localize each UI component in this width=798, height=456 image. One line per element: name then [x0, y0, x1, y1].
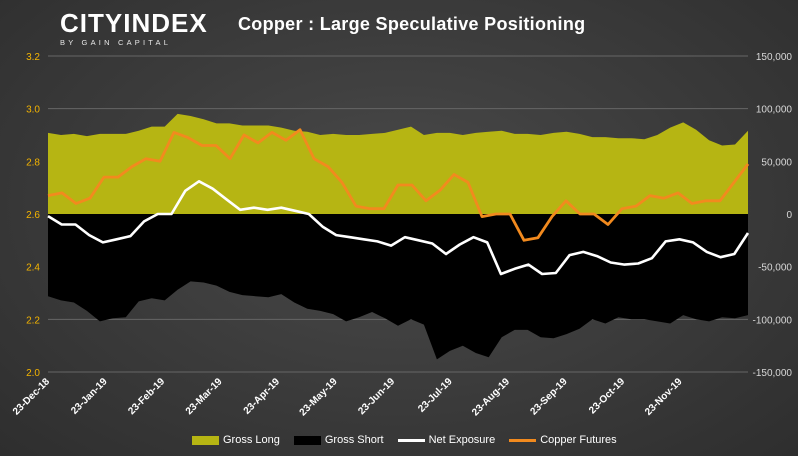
x-tick-label: 23-Apr-19	[242, 376, 283, 417]
net-exposure-line	[47, 180, 750, 276]
chart-title: Copper : Large Speculative Positioning	[238, 14, 586, 34]
x-tick-label: 23-Dec-18	[11, 376, 52, 417]
y-right-tick-label: -50,000	[758, 263, 792, 274]
x-tick-label: 23-May-19	[298, 376, 340, 418]
y-left-tick-label: 3.0	[26, 105, 40, 116]
y-left-tick-label: 3.2	[26, 52, 40, 63]
legend-item-gross-long: Gross Long	[192, 434, 280, 446]
copper-futures-line	[47, 128, 750, 242]
legend-item-copper-futures: Copper Futures	[509, 434, 617, 446]
logo-wordmark: CITYINDEX	[60, 10, 208, 36]
y-left-tick-label: 2.0	[26, 368, 40, 379]
copper-futures-swatch	[509, 438, 537, 442]
y-left-tick-label: 2.6	[26, 210, 40, 221]
y-left-tick-label: 2.2	[26, 315, 40, 326]
x-tick-label: 23-Aug-19	[470, 376, 512, 418]
legend-label: Copper Futures	[540, 434, 617, 446]
y-left-tick-label: 2.4	[26, 263, 40, 274]
logo-city: CITY	[60, 8, 124, 38]
net-exposure-swatch	[397, 438, 425, 442]
x-tick-label: 23-Jun-19	[356, 376, 397, 417]
legend-label: Net Exposure	[428, 434, 496, 446]
y-right-tick-label: 0	[786, 210, 792, 221]
y-right-tick-label: -100,000	[753, 315, 793, 326]
legend-item-net-exposure: Net Exposure	[397, 434, 496, 446]
legend-label: Gross Short	[324, 434, 384, 446]
legend-item-gross-short: Gross Short	[293, 434, 384, 446]
x-tick-label: 23-Oct-19	[587, 376, 627, 416]
x-tick-label: 23-Mar-19	[184, 376, 225, 417]
gross-long-swatch	[192, 435, 219, 445]
gross-long-area	[48, 113, 748, 214]
y-right-tick-label: 50,000	[761, 157, 792, 168]
logo-index: INDEX	[123, 8, 208, 38]
y-right-tick-label: 100,000	[756, 105, 793, 116]
x-tick-label: 23-Nov-19	[643, 376, 685, 418]
gross-short-swatch	[293, 435, 321, 445]
x-tick-label: 23-Jul-19	[416, 376, 455, 415]
y-left-tick-label: 2.8	[26, 157, 40, 168]
legend: Gross Long Gross Short Net Exposure Copp…	[192, 433, 631, 447]
x-tick-label: 23-Jan-19	[69, 376, 110, 417]
y-right-tick-label: -150,000	[753, 368, 793, 379]
y-right-tick-label: 150,000	[756, 52, 793, 63]
x-tick-label: 23-Sep-19	[528, 376, 569, 417]
legend-label: Gross Long	[223, 434, 280, 446]
logo-tagline: BY GAIN CAPITAL	[60, 38, 172, 47]
x-tick-label: 23-Feb-19	[126, 376, 167, 417]
cityindex-logo: CITYINDEX BY GAIN CAPITAL	[60, 10, 208, 47]
gross-short-area	[48, 214, 748, 360]
